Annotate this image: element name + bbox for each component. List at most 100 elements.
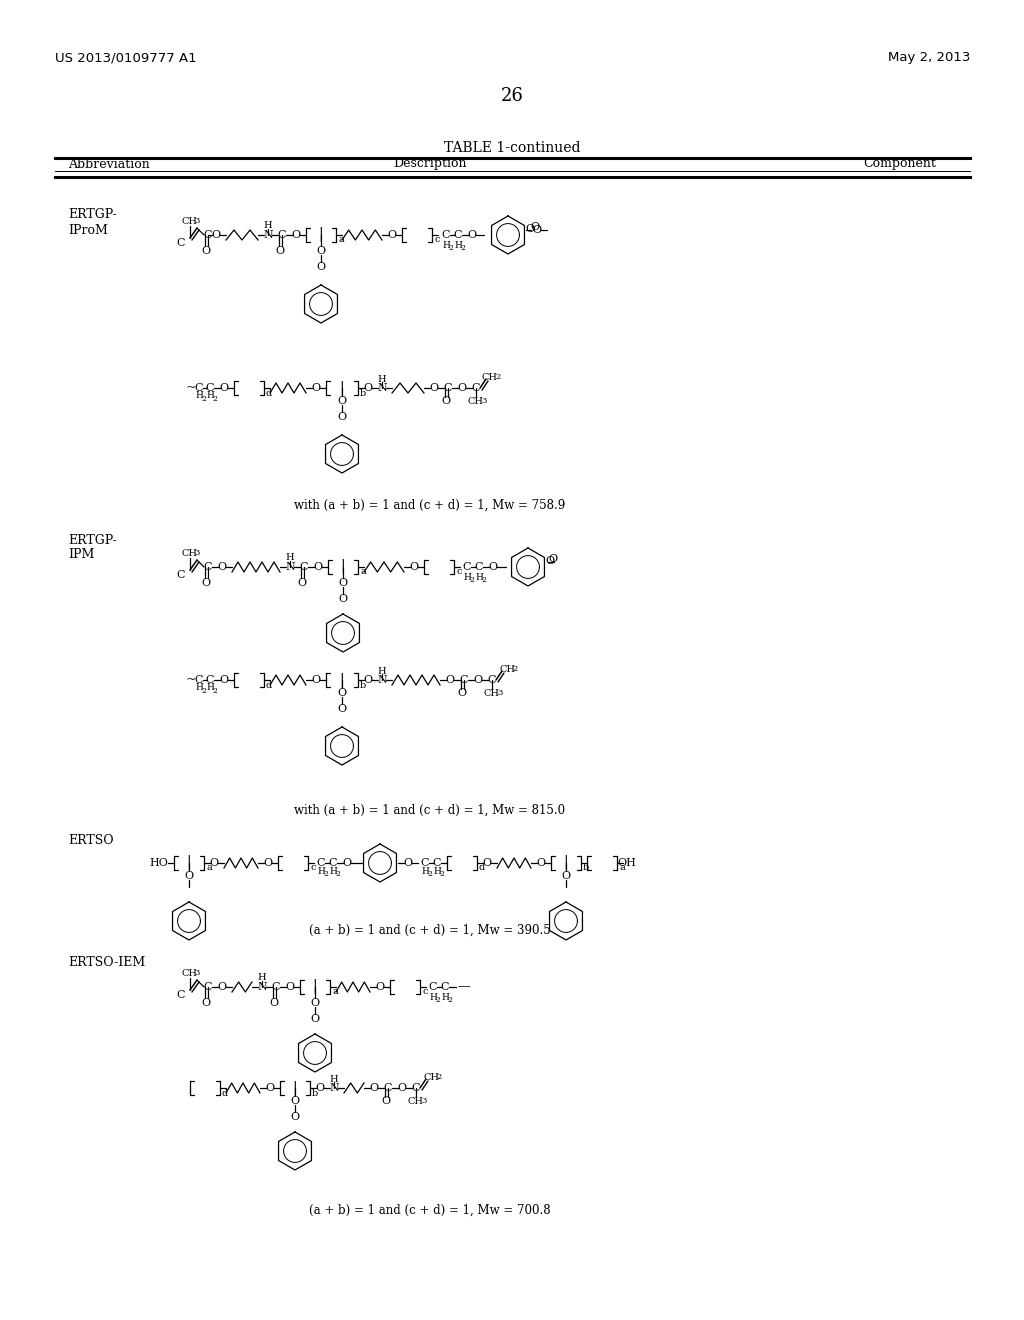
Text: 2: 2	[324, 870, 329, 878]
Text: 2: 2	[213, 686, 217, 696]
Text: CH: CH	[482, 372, 498, 381]
Text: C: C	[487, 675, 497, 685]
Text: ERTGP-: ERTGP-	[68, 533, 117, 546]
Text: H: H	[433, 866, 441, 875]
Text: 2: 2	[461, 244, 466, 252]
Text: O: O	[467, 230, 476, 240]
Text: 2: 2	[512, 665, 517, 673]
Text: C: C	[329, 858, 337, 869]
Text: O: O	[403, 858, 413, 869]
Text: O: O	[275, 246, 285, 256]
Text: a: a	[332, 987, 338, 997]
Text: 2: 2	[439, 870, 444, 878]
Text: C: C	[433, 858, 441, 869]
Text: ERTGP-: ERTGP-	[68, 209, 117, 222]
Text: US 2013/0109777 A1: US 2013/0109777 A1	[55, 51, 197, 65]
Text: H: H	[195, 392, 203, 400]
Text: C: C	[421, 858, 429, 869]
Text: O: O	[445, 675, 455, 685]
Text: H: H	[317, 866, 325, 875]
Text: with (a + b) = 1 and (c + d) = 1, Mw = 815.0: with (a + b) = 1 and (c + d) = 1, Mw = 8…	[295, 804, 565, 817]
Text: CH: CH	[182, 969, 198, 978]
Text: C: C	[384, 1082, 392, 1093]
Text: O: O	[211, 230, 220, 240]
Text: CH: CH	[423, 1072, 439, 1081]
Text: b: b	[312, 1089, 318, 1097]
Text: O: O	[338, 704, 346, 714]
Text: O: O	[458, 688, 467, 698]
Text: H: H	[429, 993, 437, 1002]
Text: C: C	[441, 230, 451, 240]
Text: O: O	[269, 998, 279, 1008]
Text: O: O	[210, 858, 218, 869]
Text: C: C	[204, 982, 212, 993]
Text: C: C	[195, 675, 203, 685]
Text: O: O	[537, 858, 546, 869]
Text: d: d	[266, 388, 272, 397]
Text: O: O	[286, 982, 295, 993]
Text: H: H	[330, 1074, 338, 1084]
Text: O: O	[202, 246, 211, 256]
Text: C: C	[454, 230, 462, 240]
Text: O: O	[316, 261, 326, 272]
Text: O: O	[546, 556, 555, 566]
Text: |: |	[563, 855, 568, 870]
Text: O: O	[548, 554, 557, 564]
Text: b: b	[359, 388, 367, 397]
Text: O: O	[342, 858, 351, 869]
Text: O: O	[315, 1082, 325, 1093]
Text: O: O	[202, 578, 211, 587]
Text: H: H	[264, 222, 272, 231]
Text: O: O	[441, 396, 451, 407]
Text: b: b	[583, 863, 589, 873]
Text: 2: 2	[436, 1073, 441, 1081]
Text: H: H	[329, 866, 337, 875]
Text: C: C	[195, 383, 203, 393]
Text: 2: 2	[202, 395, 207, 403]
Text: O: O	[488, 562, 498, 572]
Text: c: c	[434, 235, 439, 244]
Text: O: O	[370, 1082, 379, 1093]
Text: HO: HO	[150, 858, 168, 869]
Text: O: O	[219, 383, 228, 393]
Text: |: |	[186, 855, 191, 870]
Text: C: C	[204, 230, 212, 240]
Text: a: a	[620, 863, 625, 873]
Text: 3: 3	[195, 969, 200, 977]
Text: O: O	[313, 562, 323, 572]
Text: H: H	[442, 240, 450, 249]
Text: O: O	[291, 1096, 300, 1106]
Text: O: O	[217, 562, 226, 572]
Text: |: |	[340, 380, 344, 396]
Text: H: H	[195, 684, 203, 693]
Text: O: O	[338, 412, 346, 422]
Text: H: H	[206, 684, 214, 693]
Text: H: H	[286, 553, 294, 562]
Text: C: C	[300, 562, 308, 572]
Text: O: O	[338, 396, 346, 407]
Text: O: O	[339, 594, 347, 605]
Text: 2: 2	[336, 870, 340, 878]
Text: H: H	[475, 573, 483, 582]
Text: C: C	[412, 1082, 420, 1093]
Text: CH: CH	[182, 216, 198, 226]
Text: 2: 2	[435, 997, 440, 1005]
Text: (a + b) = 1 and (c + d) = 1, Mw = 700.8: (a + b) = 1 and (c + d) = 1, Mw = 700.8	[309, 1204, 551, 1217]
Text: a: a	[338, 235, 344, 244]
Text: |: |	[312, 979, 317, 994]
Text: b: b	[359, 681, 367, 689]
Text: O: O	[263, 858, 272, 869]
Text: 2: 2	[470, 576, 474, 583]
Text: N: N	[329, 1082, 339, 1093]
Text: C: C	[176, 570, 185, 579]
Text: C: C	[475, 562, 483, 572]
Text: O: O	[397, 1082, 407, 1093]
Text: O: O	[530, 222, 539, 232]
Text: CH: CH	[484, 689, 500, 697]
Text: O: O	[387, 230, 396, 240]
Text: H: H	[454, 240, 462, 249]
Text: O: O	[482, 858, 492, 869]
Text: 3: 3	[195, 216, 200, 224]
Text: a: a	[360, 568, 366, 577]
Text: O: O	[525, 224, 535, 234]
